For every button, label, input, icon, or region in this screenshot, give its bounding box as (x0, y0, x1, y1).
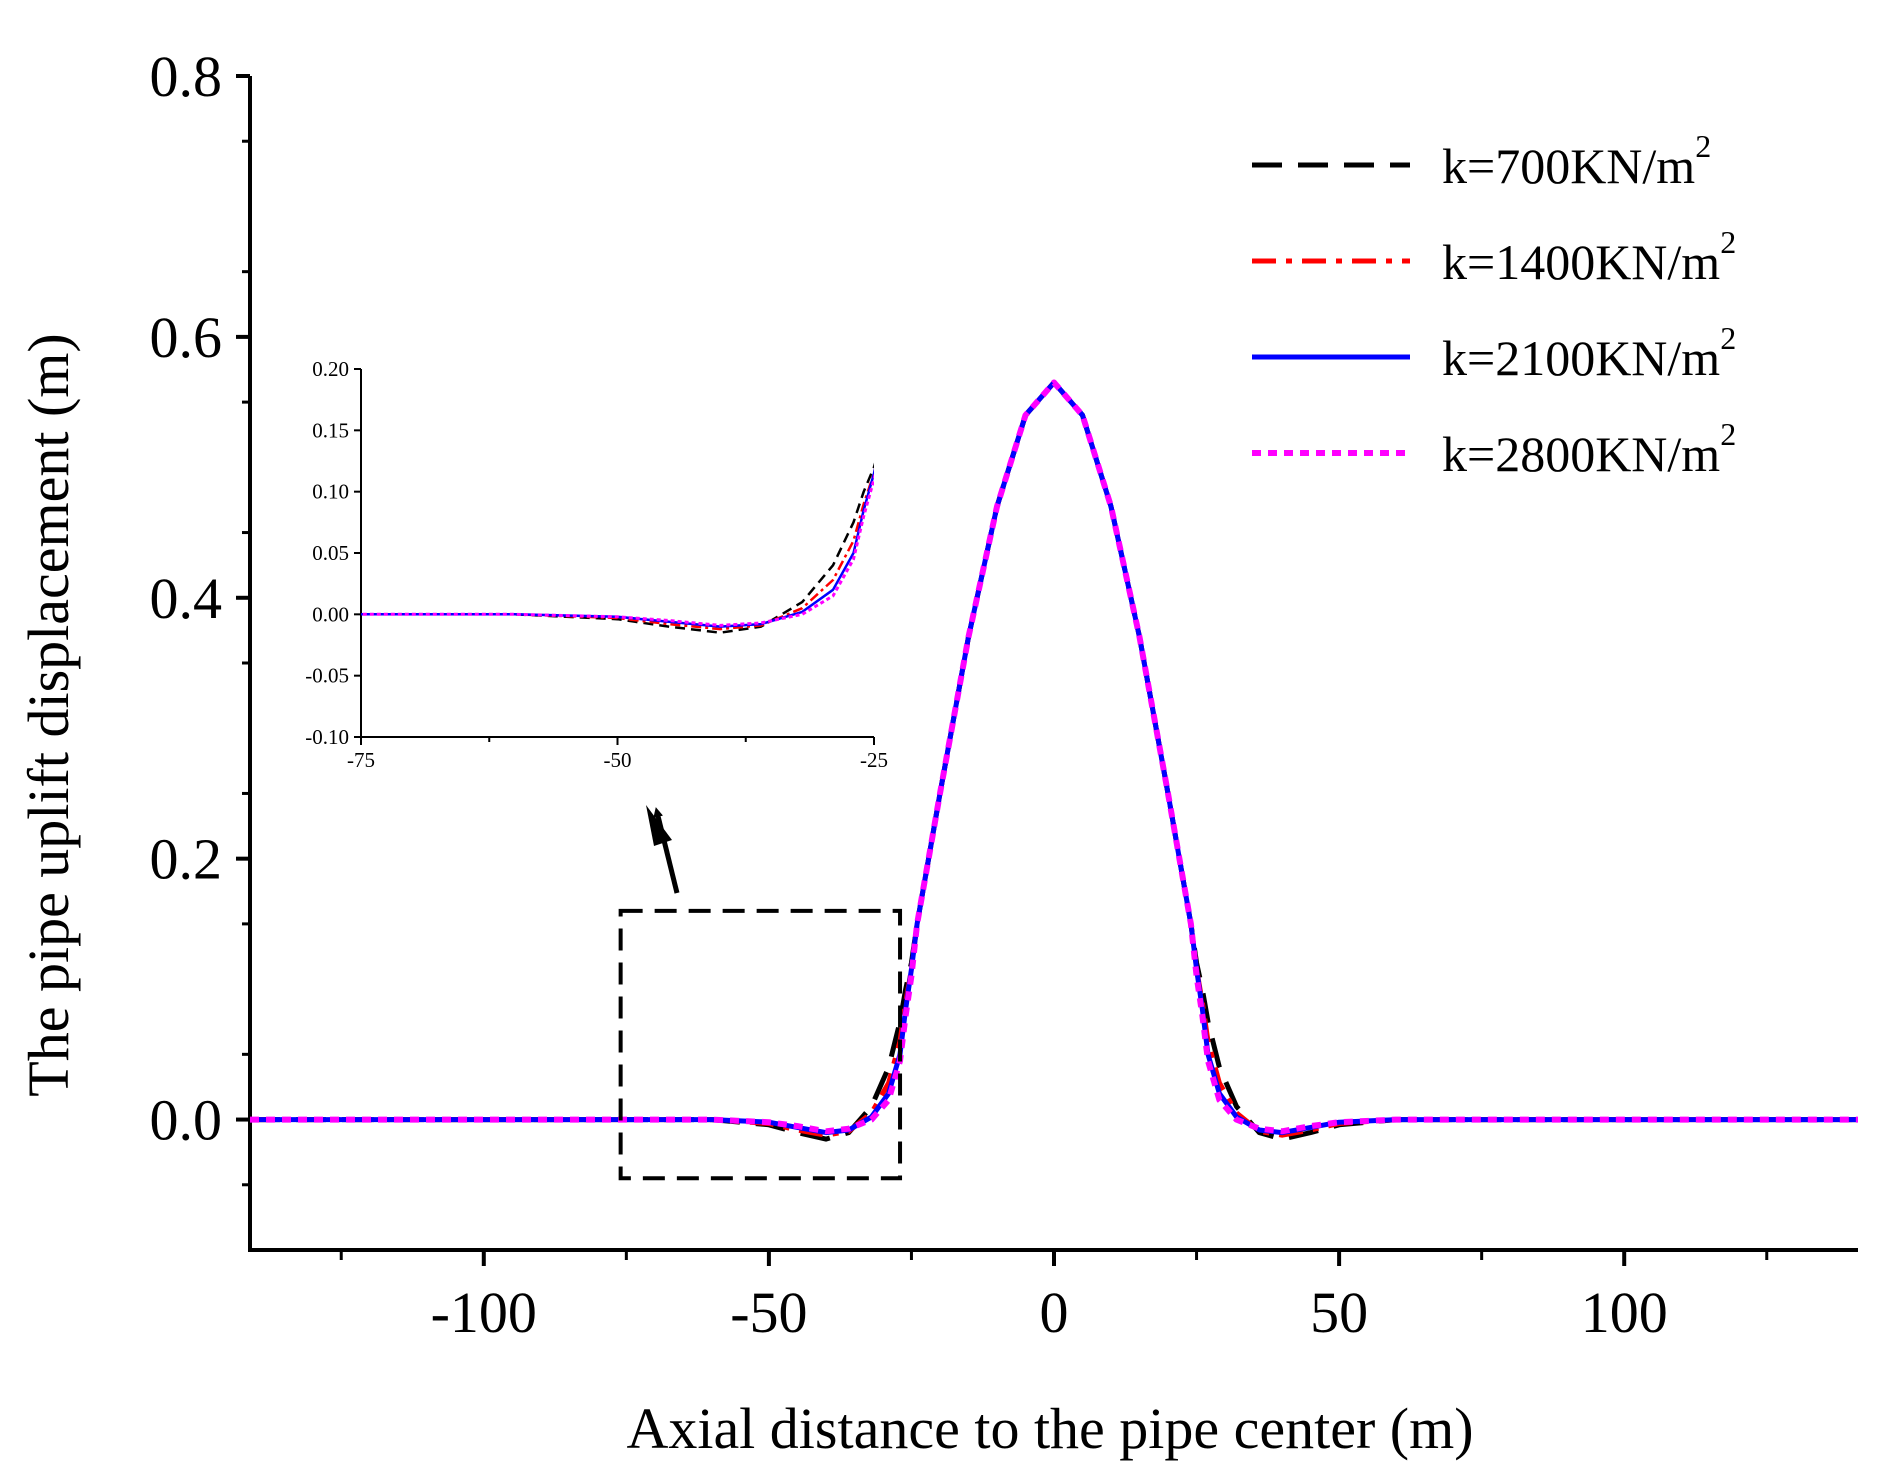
y-tick-label: 0.0 (150, 1088, 223, 1153)
legend-label-text: k=2100KN/m (1442, 330, 1720, 386)
legend-label-superscript: 2 (1720, 416, 1736, 452)
inset-series-line (361, 462, 874, 634)
legend-label-text: k=700KN/m (1442, 138, 1695, 194)
inset-y-tick-label: -0.10 (305, 725, 349, 749)
inset-y-tick-label: -0.05 (305, 664, 349, 688)
inset-y-tick-label: 0.15 (312, 418, 349, 442)
x-tick-label: -100 (431, 1280, 537, 1345)
inset-x-tick-label: -50 (604, 748, 632, 772)
series-line (250, 380, 1858, 1136)
inset-x-tick-label: -75 (347, 748, 375, 772)
legend-label-superscript: 2 (1720, 320, 1736, 356)
legend-label-text: k=2800KN/m (1442, 426, 1720, 482)
series-line (250, 380, 1858, 1138)
series-line (250, 379, 1858, 1135)
legend-label-text: k=1400KN/m (1442, 234, 1720, 290)
inset-y-tick-label: 0.00 (312, 602, 349, 626)
main-axes: 0.0 0.2 0.4 0.6 0.8 -100 -50 0 50 100 (150, 44, 1858, 1345)
zoom-box (618, 908, 903, 1181)
inset-y-tick-label: 0.10 (312, 480, 349, 504)
inset-series-line (361, 467, 874, 628)
series-line (250, 380, 1858, 1142)
y-tick-label: 0.4 (150, 566, 223, 631)
legend-label-superscript: 2 (1720, 224, 1736, 260)
inset-axes: -0.10 -0.05 0.00 0.05 0.10 0.15 0.20 -75 -50 -25 (305, 357, 888, 772)
inset-series (361, 462, 874, 634)
legend-label: k=1400KN/m2 (1442, 224, 1736, 290)
legend: k=700KN/m2k=1400KN/m2k=2100KN/m2k=2800KN… (1252, 128, 1736, 482)
y-axis-label: The pipe uplift displacement (m) (16, 333, 81, 1096)
x-axis-label: Axial distance to the pipe center (m) (626, 1396, 1473, 1461)
zoom-annotation (618, 805, 903, 1181)
inset-series-line (361, 472, 874, 627)
legend-label: k=700KN/m2 (1442, 128, 1711, 194)
inset-y-tick-label: 0.05 (312, 541, 349, 565)
y-tick-label: 0.6 (150, 305, 223, 370)
inset-x-tick-label: -25 (860, 748, 888, 772)
x-tick-label: -50 (730, 1280, 807, 1345)
y-tick-label: 0.8 (150, 44, 223, 109)
main-series (250, 379, 1858, 1142)
x-tick-label: 50 (1310, 1280, 1368, 1345)
zoom-arrow-head (646, 805, 672, 846)
legend-label: k=2100KN/m2 (1442, 320, 1736, 386)
inset-y-tick-label: 0.20 (312, 357, 349, 381)
x-tick-label: 0 (1040, 1280, 1069, 1345)
legend-label-superscript: 2 (1695, 128, 1711, 164)
legend-label: k=2800KN/m2 (1442, 416, 1736, 482)
inset-series-line (361, 467, 874, 631)
y-tick-label: 0.2 (150, 827, 223, 892)
x-tick-label: 100 (1581, 1280, 1668, 1345)
